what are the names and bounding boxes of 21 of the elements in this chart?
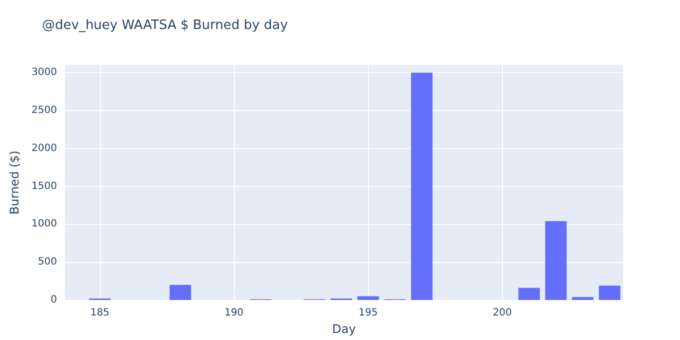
x-tick-label: 200	[492, 308, 512, 318]
x-tick-label: 195	[358, 308, 378, 318]
bar	[411, 72, 433, 300]
bar	[170, 284, 192, 300]
y-tick-label: 2500	[32, 104, 57, 116]
x-tick-label: 185	[90, 308, 110, 318]
x-axis-title: Day	[332, 322, 356, 336]
y-tick-label: 2000	[32, 142, 57, 154]
y-tick-label: 1000	[32, 218, 57, 230]
y-tick-label: 1500	[32, 180, 57, 192]
bar	[518, 288, 540, 300]
y-tick-label: 0	[50, 294, 57, 306]
x-tick-label: 190	[224, 308, 244, 318]
bar	[572, 296, 594, 300]
chart-title: @dev_huey WAATSA $ Burned by day	[42, 18, 288, 33]
y-tick-label: 500	[38, 256, 57, 268]
y-axis-title: Burned ($)	[8, 150, 22, 214]
y-tick-label: 3000	[32, 67, 57, 78]
bar	[545, 221, 567, 300]
bar	[598, 286, 620, 300]
bar	[357, 296, 379, 300]
